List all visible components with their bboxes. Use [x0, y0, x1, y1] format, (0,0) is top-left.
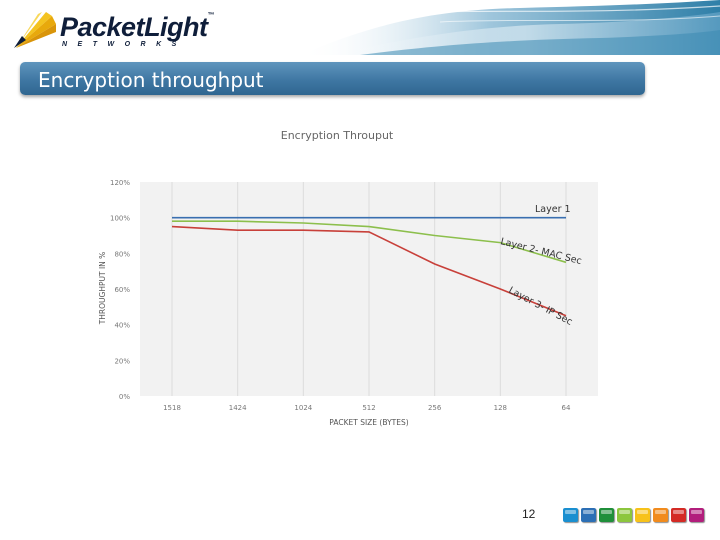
page-number: 12: [522, 507, 536, 521]
chart-title: Encryption Throuput: [281, 129, 394, 142]
x-tick-label: 512: [362, 404, 375, 412]
color-square: [617, 508, 632, 522]
x-axis-label: PACKET SIZE (BYTES): [329, 418, 408, 427]
x-tick-label: 256: [428, 404, 442, 412]
x-tick-label: 128: [494, 404, 507, 412]
y-tick-label: 0%: [119, 393, 130, 401]
series-label: Layer 1: [535, 204, 571, 215]
header-banner: PacketLight™ NETWORKS: [0, 0, 720, 55]
throughput-line-chart: 0% 20% 40% 60% 80% 100% 120% 1518 1424 1024 512 256…: [98, 129, 598, 427]
logo-wordmark: PacketLight™: [60, 12, 215, 42]
y-tick-label: 120%: [110, 179, 130, 187]
color-square: [689, 508, 704, 522]
x-tick-label: 1424: [229, 404, 247, 412]
logo-light-rays-icon: [14, 12, 56, 48]
packetlight-logo: PacketLight™ NETWORKS: [12, 8, 215, 52]
slide-title: Encryption throughput: [38, 68, 264, 92]
y-tick-label: 60%: [114, 286, 130, 294]
y-tick-label: 100%: [110, 215, 130, 223]
y-tick-label: 20%: [114, 357, 130, 365]
y-tick-label: 40%: [114, 322, 130, 330]
color-square: [671, 508, 686, 522]
slide-title-bar: Encryption throughput: [20, 62, 645, 95]
color-square: [563, 508, 578, 522]
header-wave-graphic: [300, 0, 720, 55]
x-tick-label: 1024: [294, 404, 312, 412]
y-axis-label: THROUGHPUT IN %: [98, 252, 107, 326]
series-line: [171, 225, 567, 317]
x-tick-label: 64: [562, 404, 571, 412]
color-square: [653, 508, 668, 522]
color-square: [599, 508, 614, 522]
color-square: [581, 508, 596, 522]
logo-subtitle: NETWORKS: [62, 41, 187, 48]
color-square: [635, 508, 650, 522]
x-tick-label: 1518: [163, 404, 181, 412]
series-line: [172, 220, 567, 264]
y-tick-label: 80%: [114, 250, 130, 258]
